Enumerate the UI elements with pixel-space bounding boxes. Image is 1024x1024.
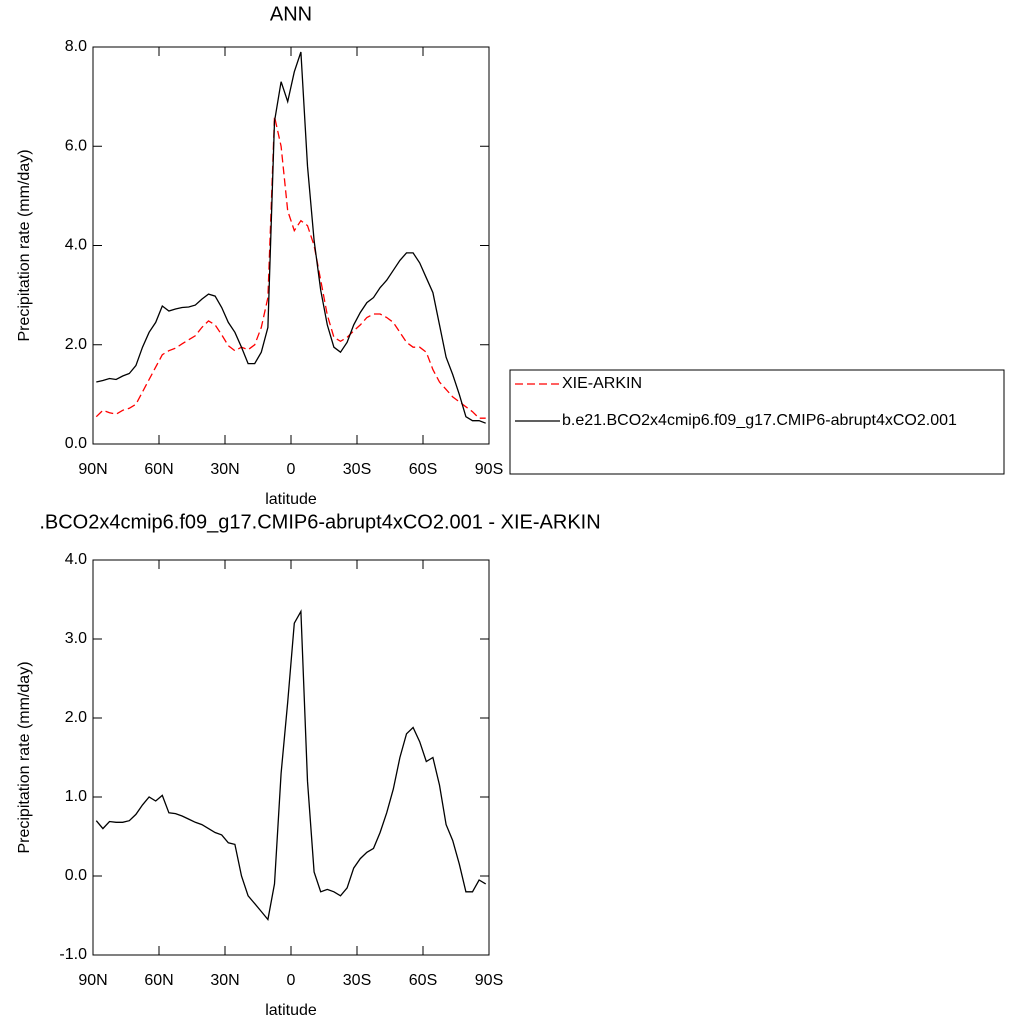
x-tick-label: 30N: [210, 972, 239, 989]
y-tick-label: 2.0: [65, 336, 87, 353]
x-axis-label: latitude: [265, 1002, 317, 1019]
y-tick-label: 4.0: [65, 237, 87, 254]
x-tick-label: 60S: [409, 461, 437, 478]
legend-label: b.e21.BCO2x4cmip6.f09_g17.CMIP6-abrupt4x…: [562, 412, 957, 429]
chart-title: .BCO2x4cmip6.f09_g17.CMIP6-abrupt4xCO2.0…: [39, 511, 600, 533]
data-line: [95, 609, 487, 921]
x-tick-label: 60S: [409, 972, 437, 989]
y-tick-label: 2.0: [65, 709, 87, 726]
y-tick-label: 8.0: [65, 38, 87, 55]
plot-frame: [92, 559, 490, 956]
x-tick-label: 90S: [475, 461, 503, 478]
x-tick-label: 30N: [210, 461, 239, 478]
x-tick-label: 90N: [78, 972, 107, 989]
x-tick-label: 30S: [343, 972, 371, 989]
y-tick-label: 3.0: [65, 630, 87, 647]
legend-label: XIE-ARKIN: [562, 375, 642, 392]
x-tick-label: 30S: [343, 461, 371, 478]
chart-title: ANN: [270, 3, 312, 25]
legend-box: [509, 369, 1005, 475]
y-axis-label: Precipitation rate (mm/day): [16, 661, 33, 853]
x-axis-label: latitude: [265, 491, 317, 508]
plot-frame: [92, 46, 490, 445]
x-tick-label: 90N: [78, 461, 107, 478]
y-tick-label: 1.0: [65, 788, 87, 805]
x-tick-label: 90S: [475, 972, 503, 989]
x-tick-label: 0: [287, 972, 296, 989]
y-tick-label: -1.0: [59, 946, 87, 963]
x-tick-label: 0: [287, 461, 296, 478]
y-axis-label: Precipitation rate (mm/day): [16, 149, 33, 341]
y-tick-label: 4.0: [65, 551, 87, 568]
x-tick-label: 60N: [144, 461, 173, 478]
y-tick-label: 0.0: [65, 867, 87, 884]
y-tick-label: 0.0: [65, 435, 87, 452]
y-tick-label: 6.0: [65, 137, 87, 154]
data-line: [96, 51, 486, 424]
data-line: [95, 116, 486, 419]
x-tick-label: 60N: [144, 972, 173, 989]
